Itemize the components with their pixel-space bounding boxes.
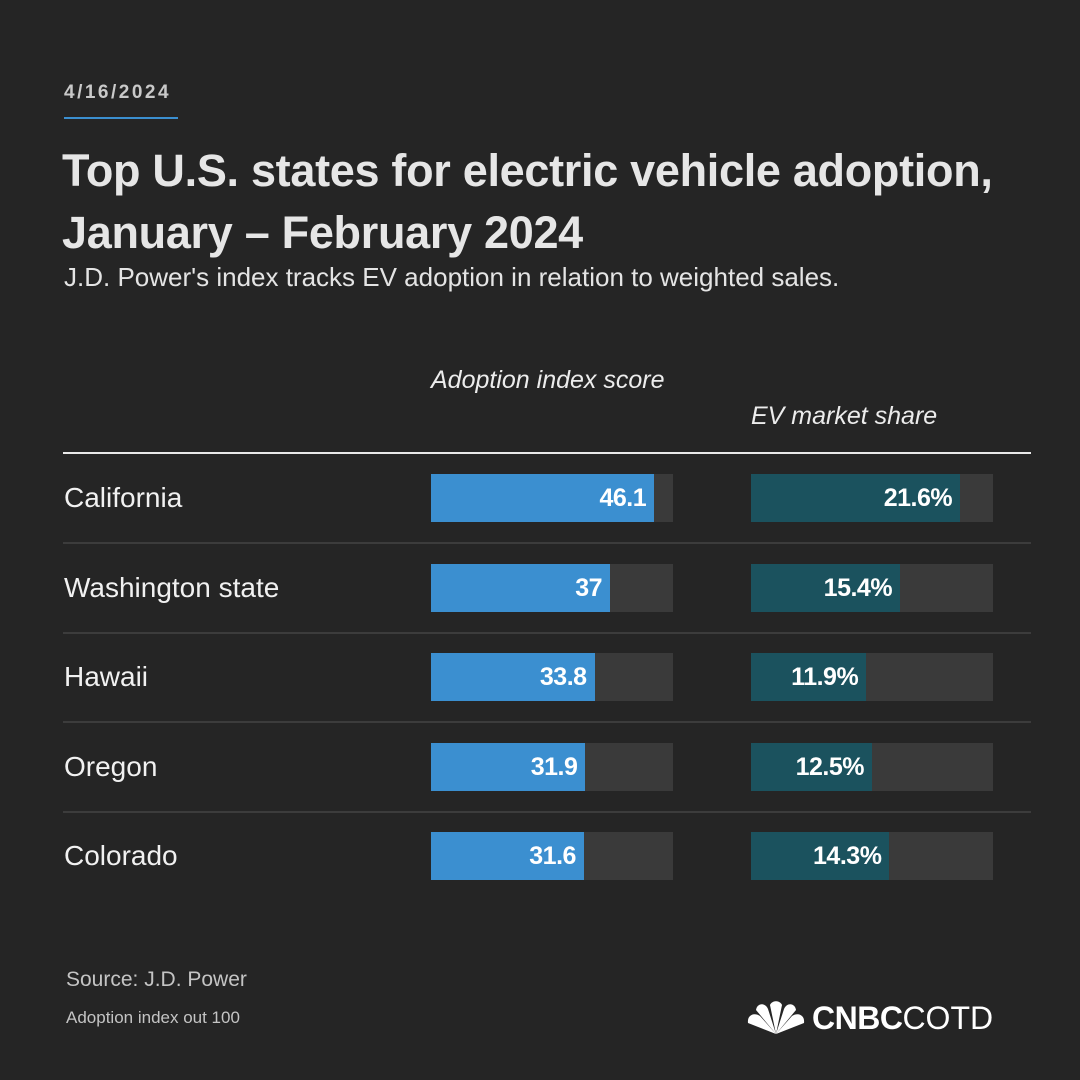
- row-divider: [63, 810, 1031, 813]
- adoption-index-bar: 46.1: [431, 474, 655, 522]
- ev-market-share-bar: 14.3%: [751, 832, 890, 881]
- row-divider: [63, 631, 1031, 634]
- state-label: Oregon: [64, 750, 158, 782]
- source-note: Source: J.D. Power: [66, 968, 247, 991]
- state-label: California: [64, 482, 183, 513]
- ev-market-share-bar: 15.4%: [751, 563, 901, 612]
- ev-market-share-bar: 12.5%: [751, 742, 872, 791]
- adoption-index-value-label: 33.8: [539, 663, 587, 692]
- adoption-index-value-label: 46.1: [599, 484, 647, 512]
- ev-market-share-bar-track: 12.5%: [751, 742, 993, 791]
- adoption-index-bar: 33.8: [431, 653, 595, 702]
- ev-market-share-bar-track: 14.3%: [751, 832, 993, 881]
- adoption-index-value-label: 31.9: [530, 752, 578, 781]
- ev-market-share-bar: 21.6%: [751, 474, 961, 522]
- adoption-index-bar-track: 46.1: [431, 474, 673, 522]
- chart-subtitle: J.D. Power's index tracks EV adoption in…: [64, 262, 840, 292]
- ev-market-share-value-label: 15.4%: [823, 573, 893, 602]
- adoption-index-bar-track: 31.6: [431, 832, 673, 881]
- date-underline: [64, 117, 178, 119]
- ev-market-share-bar-track: 21.6%: [751, 474, 993, 522]
- row-divider: [63, 721, 1031, 724]
- footnote: Adoption index out 100: [66, 1008, 240, 1027]
- state-label: Washington state: [64, 571, 280, 603]
- adoption-index-bar-track: 33.8: [431, 653, 673, 702]
- adoption-index-value-label: 31.6: [529, 842, 576, 871]
- brand-name-light: COTD: [902, 999, 994, 1036]
- header-divider: [63, 452, 1031, 454]
- ev-market-share-value-label: 21.6%: [883, 484, 953, 512]
- state-label: Hawaii: [64, 661, 149, 693]
- ev-market-share-bar-track: 15.4%: [751, 563, 993, 612]
- adoption-index-bar: 31.9: [431, 742, 586, 791]
- brand-name-bold: CNBC: [812, 999, 903, 1036]
- row-divider: [63, 542, 1031, 544]
- ev-market-share-value-label: 12.5%: [795, 752, 865, 781]
- ev-market-share-value-label: 14.3%: [813, 842, 882, 871]
- ev-market-share-bar-track: 11.9%: [751, 653, 993, 702]
- chart-title: Top U.S. states for electric vehicle ado…: [62, 145, 993, 258]
- peacock-icon: [747, 1001, 805, 1034]
- adoption-index-bar: 31.6: [431, 832, 584, 881]
- brand-logo: CNBC COTD: [746, 998, 993, 1038]
- adoption-index-bar: 37: [431, 563, 611, 612]
- column-header-ev-market-share: EV market share: [751, 402, 938, 430]
- ev-market-share-bar: 11.9%: [751, 653, 867, 702]
- adoption-index-bar-track: 31.9: [431, 742, 673, 791]
- ev-market-share-value-label: 11.9%: [791, 663, 859, 692]
- adoption-index-bar-track: 37: [431, 563, 673, 612]
- date-label: 4/16/2024: [64, 82, 172, 103]
- column-header-adoption-index: Adoption index score: [431, 366, 665, 394]
- adoption-index-value-label: 37: [575, 573, 603, 602]
- state-label: Colorado: [64, 840, 178, 872]
